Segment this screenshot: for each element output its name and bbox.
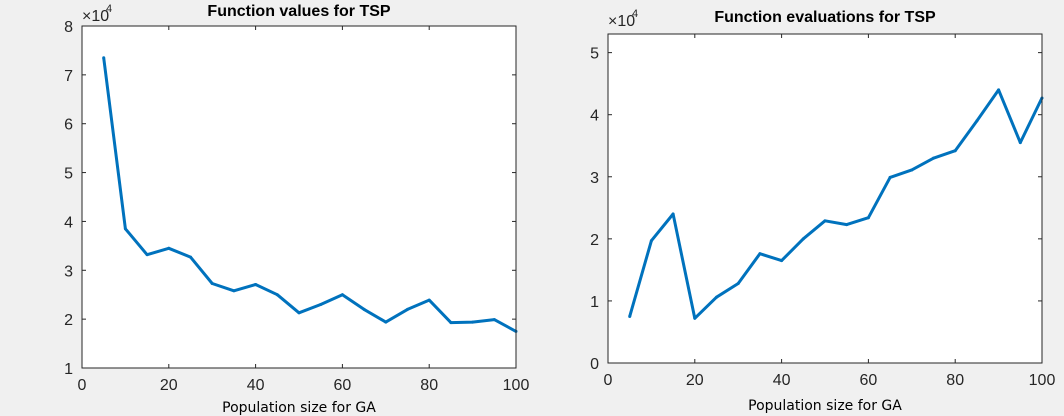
x-tick-label: 40 <box>247 377 265 394</box>
x-tick-label: 100 <box>503 377 530 394</box>
data-point-left-6 <box>232 289 236 293</box>
data-point-left-17 <box>471 320 475 324</box>
x-tick-label: 40 <box>773 372 791 389</box>
y-tick-label: 5 <box>64 166 73 183</box>
data-point-left-16 <box>449 321 453 325</box>
data-point-right-1 <box>649 239 653 243</box>
data-point-right-18 <box>1018 141 1022 145</box>
plot-area-left <box>82 26 516 368</box>
data-point-right-14 <box>932 156 935 160</box>
data-point-left-18 <box>492 318 496 322</box>
x-tick-label: 80 <box>420 377 438 394</box>
series-line-left <box>102 57 517 333</box>
data-point-right-17 <box>997 88 1001 92</box>
plot-area-right <box>608 34 1042 363</box>
data-point-right-6 <box>758 252 762 256</box>
data-point-right-12 <box>888 175 892 179</box>
data-point-left-8 <box>275 293 279 297</box>
y-multiplier-right: ×10 4 <box>608 8 638 30</box>
y-tick-label: 1 <box>64 361 73 378</box>
data-point-left-1 <box>123 227 127 231</box>
series-line-right <box>628 88 1044 320</box>
data-point-left-11 <box>340 293 344 297</box>
data-point-right-16 <box>975 119 979 123</box>
data-point-left-13 <box>384 320 388 324</box>
y-tick-label: 3 <box>590 170 599 187</box>
data-point-left-5 <box>210 281 214 285</box>
y-tick-label: 2 <box>590 232 599 249</box>
y-tick-label: 0 <box>590 356 599 373</box>
y-multiplier-left: ×10 4 <box>82 3 112 25</box>
data-point-left-15 <box>427 298 431 302</box>
y-tick-label: 5 <box>590 46 599 63</box>
axes-box-right <box>607 33 1043 364</box>
data-point-right-9 <box>823 219 827 223</box>
y-tick-label: 1 <box>590 294 599 311</box>
x-tick-label: 80 <box>946 372 964 389</box>
x-tick-label: 20 <box>686 372 704 389</box>
data-point-right-7 <box>780 259 784 263</box>
x-tick-label: 0 <box>78 377 87 394</box>
data-point-left-3 <box>167 246 171 250</box>
y-tick-label: 3 <box>64 263 73 280</box>
x-tick-label: 60 <box>334 377 352 394</box>
y-tick-label: 8 <box>64 19 73 36</box>
x-tick-label: 20 <box>160 377 178 394</box>
y-tick-label: 4 <box>64 214 73 231</box>
data-point-right-3 <box>693 316 697 320</box>
x-axis-label-left: Population size for GA <box>222 400 376 416</box>
data-point-left-0 <box>102 56 106 60</box>
y-tick-label: 7 <box>64 68 73 85</box>
data-point-right-10 <box>845 223 849 227</box>
axis-ticks-right: 0 20 40 60 80 100 0 1 2 3 4 5 <box>590 34 1055 389</box>
chart-right: Function evaluations for TSP ×10 4 0 20 40… <box>590 8 1055 414</box>
x-tick-label: 0 <box>604 372 613 389</box>
y-multiplier-exponent-left: 4 <box>106 3 112 15</box>
data-point-right-15 <box>953 149 957 153</box>
data-point-right-2 <box>671 212 675 216</box>
data-point-left-14 <box>406 307 409 311</box>
y-tick-label: 6 <box>64 117 73 134</box>
data-point-right-5 <box>736 282 740 286</box>
chart-left: Function values for TSP ×10 4 0 20 40 60 80 1… <box>64 3 529 416</box>
x-tick-label: 100 <box>1029 372 1056 389</box>
data-point-left-4 <box>189 255 192 259</box>
data-point-right-11 <box>866 216 870 220</box>
y-tick-label: 4 <box>590 108 599 125</box>
x-tick-label: 60 <box>860 372 878 389</box>
data-point-right-13 <box>910 168 914 172</box>
chart-title-left: Function values for TSP <box>207 3 390 20</box>
data-point-left-10 <box>319 302 323 306</box>
y-multiplier-exponent-right: 4 <box>632 8 638 20</box>
data-point-left-7 <box>254 282 258 286</box>
y-multiplier-base-left: ×10 <box>82 8 109 25</box>
y-multiplier-base-right: ×10 <box>608 13 635 30</box>
data-point-right-8 <box>801 237 805 241</box>
data-point-left-9 <box>297 311 301 315</box>
axes-box-left <box>81 25 517 369</box>
data-point-left-2 <box>145 253 149 257</box>
chart-title-right: Function evaluations for TSP <box>714 9 936 26</box>
y-tick-label: 2 <box>64 312 73 329</box>
data-point-right-4 <box>715 295 718 299</box>
data-point-right-0 <box>628 314 632 318</box>
data-point-left-12 <box>362 307 366 311</box>
x-axis-label-right: Population size for GA <box>748 398 902 414</box>
